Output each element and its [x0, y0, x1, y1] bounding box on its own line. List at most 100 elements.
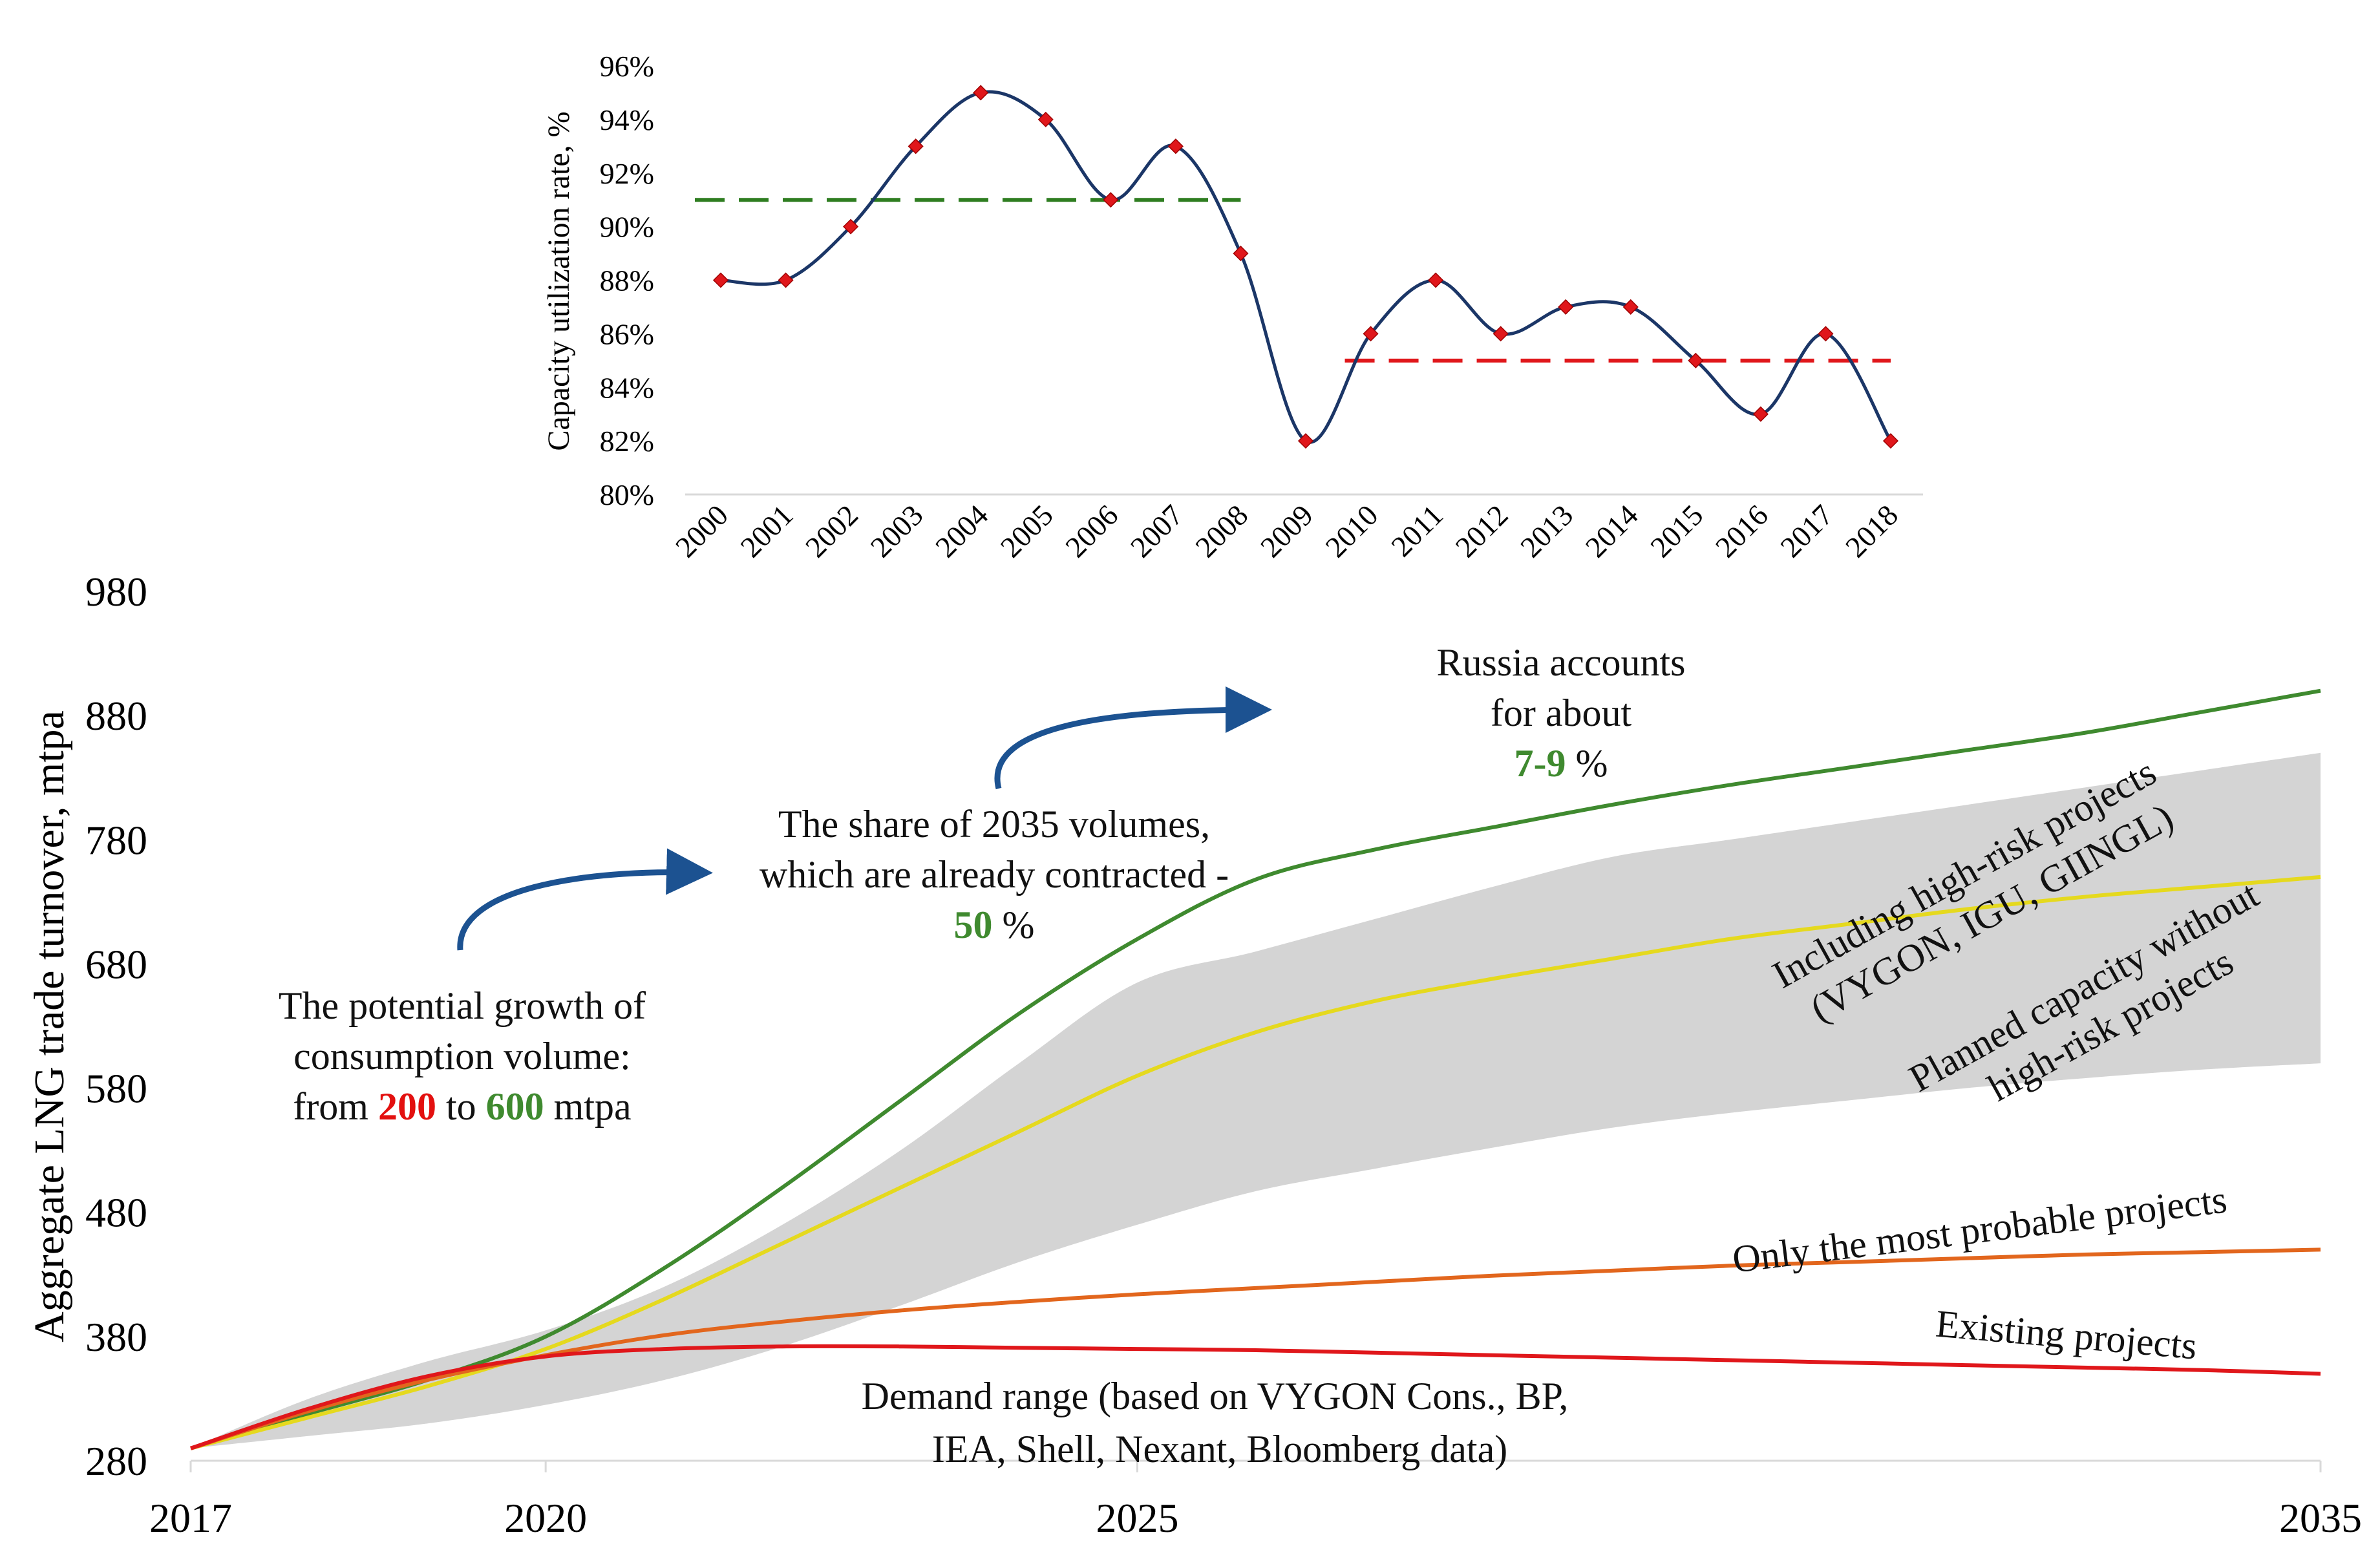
utilization-x-tick-2006: 2006 [1059, 498, 1124, 564]
lng-y-tick-280: 280 [85, 1438, 147, 1484]
lng-y-tick-380: 380 [85, 1314, 147, 1360]
callout-russia: Russia accounts for about 7-9 % [1437, 641, 1686, 785]
growth-line1: The potential growth of [279, 984, 646, 1027]
label-most-probable: Only the most probable projects [1730, 1178, 2229, 1280]
utilization-x-tick-2005: 2005 [994, 498, 1059, 564]
utilization-point-2010 [1363, 326, 1379, 342]
utilization-average-lines [695, 198, 1891, 363]
utilization-point-2007 [1167, 138, 1184, 154]
growth-from-word: from [293, 1085, 368, 1128]
growth-line3: from 200 to 600 mtpa [293, 1085, 631, 1128]
utilization-y-tick-96: 96% [600, 50, 654, 83]
label-demand-range-line2: IEA, Shell, Nexant, Bloomberg data) [932, 1428, 1507, 1470]
contracted-line1: The share of 2035 volumes, [778, 803, 1210, 845]
utilization-x-tick-2013: 2013 [1514, 498, 1579, 564]
utilization-y-tick-92: 92% [600, 157, 654, 190]
utilization-x-tick-2015: 2015 [1644, 498, 1709, 564]
line-existing-projects [190, 1344, 2321, 1450]
lng-y-axis: 280 380 480 580 680 780 880 980 [85, 569, 147, 1484]
utilization-y-tick-86: 86% [600, 317, 654, 350]
utilization-x-tick-2012: 2012 [1449, 498, 1514, 564]
utilization-point-2013 [1558, 299, 1574, 315]
utilization-x-tick-2011: 2011 [1385, 498, 1449, 563]
utilization-x-tick-2003: 2003 [864, 498, 930, 564]
lng-x-tick-2020: 2020 [504, 1495, 587, 1541]
russia-unit: % [1576, 742, 1608, 785]
utilization-line [720, 90, 1893, 444]
russia-value: 7-9 [1514, 742, 1566, 785]
lng-y-tick-780: 780 [85, 817, 147, 863]
lng-y-tick-980: 980 [85, 569, 147, 615]
utilization-x-tick-2010: 2010 [1319, 498, 1385, 564]
lng-y-tick-580: 580 [85, 1066, 147, 1112]
line-planned-capacity [190, 875, 2321, 1450]
utilization-markers [712, 85, 1899, 449]
russia-line1: Russia accounts [1437, 641, 1686, 684]
utilization-point-2005 [1037, 111, 1054, 127]
utilization-point-2015 [1688, 352, 1704, 368]
utilization-y-tick-80: 80% [600, 478, 654, 511]
label-existing-projects: Existing projects [1934, 1302, 2198, 1368]
growth-unit: mtpa [554, 1085, 632, 1128]
utilization-point-2011 [1428, 272, 1444, 288]
utilization-y-axis: 80% 82% 84% 86% 88% 90% 92% 94% 96% [600, 50, 654, 511]
utilization-x-axis: 2000 2001 2002 2003 2004 2005 2006 2007 2008 2009… [669, 498, 1904, 564]
lng-x-tick-2035: 2035 [2279, 1495, 2362, 1541]
utilization-x-tick-2014: 2014 [1579, 498, 1644, 564]
utilization-x-tick-2008: 2008 [1189, 498, 1254, 564]
utilization-point-2017 [1818, 326, 1834, 342]
lng-series-group [190, 688, 2321, 1450]
growth-to-value: 600 [486, 1085, 544, 1128]
label-demand-range: Demand range (based on VYGON Cons., BP, … [862, 1375, 1578, 1470]
contracted-unit: % [1003, 904, 1035, 946]
russia-line3: 7-9 % [1514, 742, 1608, 785]
utilization-point-2008 [1233, 246, 1249, 262]
lng-x-tick-2017: 2017 [149, 1495, 232, 1541]
lng-chart: 280 380 480 580 680 780 880 980 2017 2020 2025 203… [26, 569, 2362, 1541]
line-including-high-risk [190, 688, 2321, 1450]
lng-y-tick-880: 880 [85, 693, 147, 739]
capacity-utilization-chart: 80% 82% 84% 86% 88% 90% 92% 94% 96% 2000 2001 2002… [542, 50, 1923, 564]
utilization-y-tick-94: 94% [600, 103, 654, 136]
demand-range-band [191, 752, 2321, 1448]
utilization-x-tick-2001: 2001 [734, 498, 800, 564]
utilization-y-axis-label: Capacity utilization rate, % [542, 111, 576, 451]
utilization-x-tick-2007: 2007 [1124, 498, 1189, 564]
utilization-point-2016 [1752, 406, 1769, 422]
utilization-point-2014 [1622, 299, 1639, 315]
growth-line2: consumption volume: [293, 1035, 631, 1077]
lng-y-tick-480: 480 [85, 1190, 147, 1236]
utilization-point-2009 [1297, 433, 1314, 449]
utilization-x-tick-2017: 2017 [1774, 498, 1839, 564]
lng-x-tick-2025: 2025 [1096, 1495, 1178, 1541]
growth-from-value: 200 [378, 1085, 436, 1128]
utilization-x-tick-2016: 2016 [1709, 498, 1774, 564]
lng-y-tick-680: 680 [85, 941, 147, 987]
callout-growth: The potential growth of consumption volu… [279, 984, 646, 1128]
callout-contracted: The share of 2035 volumes, which are alr… [760, 803, 1229, 946]
utilization-y-tick-90: 90% [600, 211, 654, 244]
utilization-y-tick-82: 82% [600, 425, 654, 458]
utilization-x-tick-2000: 2000 [669, 498, 734, 564]
lng-x-axis: 2017 2020 2025 2035 [149, 1461, 2362, 1541]
growth-to-word: to [446, 1085, 476, 1128]
contracted-line2: which are already contracted - [760, 853, 1229, 896]
label-demand-range-line1: Demand range (based on VYGON Cons., BP, [862, 1375, 1569, 1417]
utilization-point-2004 [973, 85, 989, 101]
utilization-point-2012 [1493, 326, 1509, 342]
lng-y-axis-label: Aggregate LNG trade turnover, mtpa [26, 710, 73, 1342]
contracted-line3: 50 % [954, 904, 1035, 946]
russia-line2: for about [1491, 692, 1632, 734]
contracted-arrow [994, 686, 1272, 790]
utilization-point-2000 [712, 272, 729, 288]
growth-arrow [457, 848, 713, 951]
utilization-y-tick-84: 84% [600, 371, 654, 404]
utilization-y-tick-88: 88% [600, 264, 654, 297]
utilization-x-tick-2009: 2009 [1254, 498, 1319, 564]
utilization-x-tick-2004: 2004 [929, 498, 994, 564]
utilization-point-2002 [843, 218, 859, 235]
utilization-x-tick-2018: 2018 [1839, 498, 1904, 564]
utilization-x-tick-2002: 2002 [799, 498, 864, 564]
utilization-point-2006 [1103, 192, 1119, 208]
